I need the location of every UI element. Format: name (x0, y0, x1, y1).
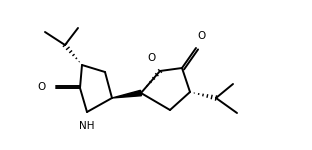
Text: O: O (148, 53, 156, 63)
Polygon shape (112, 90, 141, 98)
Text: O: O (197, 31, 205, 41)
Text: NH: NH (79, 121, 95, 131)
Text: O: O (38, 82, 46, 92)
